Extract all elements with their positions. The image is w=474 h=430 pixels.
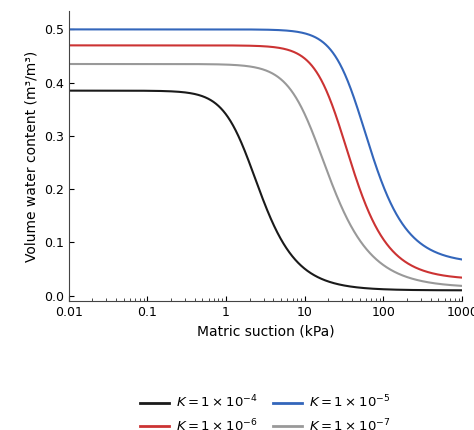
- X-axis label: Matric suction (kPa): Matric suction (kPa): [197, 324, 334, 338]
- Y-axis label: Volume water content (m³/m³): Volume water content (m³/m³): [24, 50, 38, 261]
- Legend: $K = 1 \times 10^{-4}$, $K = 1 \times 10^{-6}$, $K = 1 \times 10^{-5}$, $K = 1 \: $K = 1 \times 10^{-4}$, $K = 1 \times 10…: [135, 389, 396, 430]
